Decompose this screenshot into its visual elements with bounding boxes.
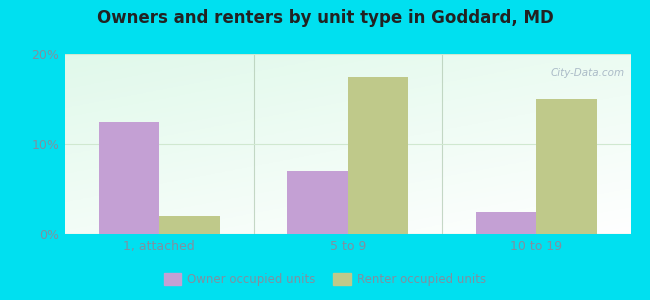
Bar [536,99,597,234]
Bar [476,212,536,234]
Bar [287,171,348,234]
Text: City-Data.com: City-Data.com [551,68,625,78]
Legend: Owner occupied units, Renter occupied units: Owner occupied units, Renter occupied un… [159,268,491,291]
Bar [159,216,220,234]
Text: Owners and renters by unit type in Goddard, MD: Owners and renters by unit type in Godda… [97,9,553,27]
Bar [99,122,159,234]
Bar [348,76,408,234]
